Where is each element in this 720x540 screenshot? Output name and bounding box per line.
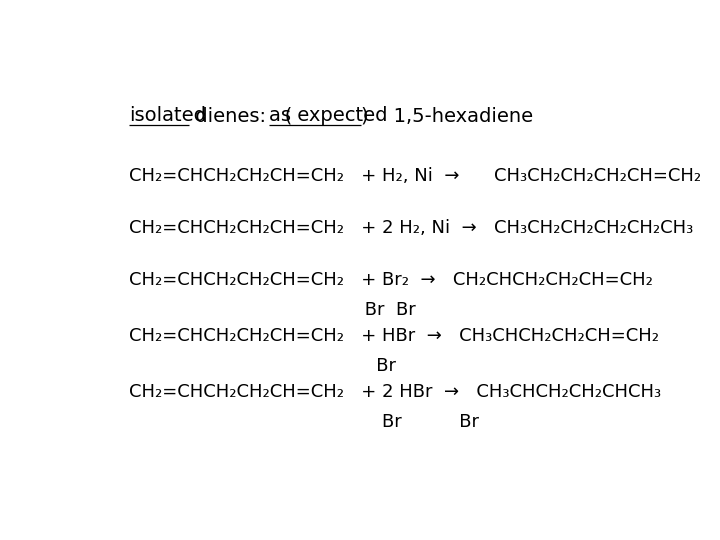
Text: CH₂=CHCH₂CH₂CH=CH₂   + 2 H₂, Ni  →   CH₃CH₂CH₂CH₂CH₂CH₃: CH₂=CHCH₂CH₂CH=CH₂ + 2 H₂, Ni → CH₃CH₂CH… [129,219,693,237]
Text: )    1,5-hexadiene: ) 1,5-hexadiene [361,106,533,125]
Text: Br: Br [129,357,396,375]
Text: CH₂=CHCH₂CH₂CH=CH₂   + H₂, Ni  →      CH₃CH₂CH₂CH₂CH=CH₂: CH₂=CHCH₂CH₂CH=CH₂ + H₂, Ni → CH₃CH₂CH₂C… [129,167,701,185]
Text: Br          Br: Br Br [129,413,479,431]
Text: isolated: isolated [129,106,206,125]
Text: dienes:   (: dienes: ( [189,106,292,125]
Text: CH₂=CHCH₂CH₂CH=CH₂   + 2 HBr  →   CH₃CHCH₂CH₂CHCH₃: CH₂=CHCH₂CH₂CH=CH₂ + 2 HBr → CH₃CHCH₂CH₂… [129,383,661,401]
Text: CH₂=CHCH₂CH₂CH=CH₂   + HBr  →   CH₃CHCH₂CH₂CH=CH₂: CH₂=CHCH₂CH₂CH=CH₂ + HBr → CH₃CHCH₂CH₂CH… [129,327,659,345]
Text: as expected: as expected [269,106,387,125]
Text: Br  Br: Br Br [129,301,416,319]
Text: CH₂=CHCH₂CH₂CH=CH₂   + Br₂  →   CH₂CHCH₂CH₂CH=CH₂: CH₂=CHCH₂CH₂CH=CH₂ + Br₂ → CH₂CHCH₂CH₂CH… [129,271,653,288]
